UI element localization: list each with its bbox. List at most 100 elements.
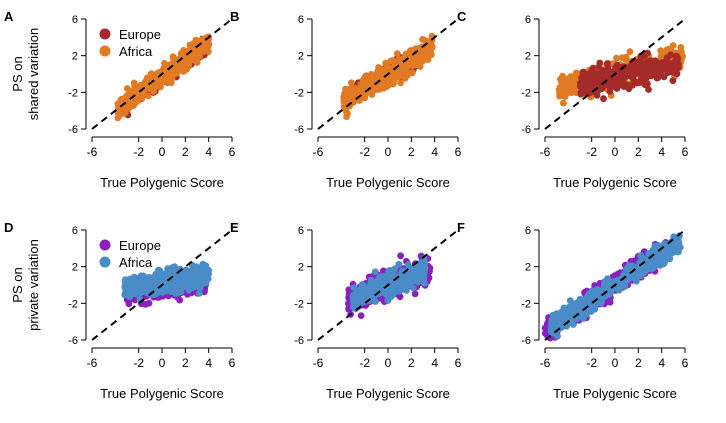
y-tick-label: -6 [294, 124, 304, 136]
data-point [633, 58, 641, 66]
x-tick-label: -2 [359, 145, 370, 159]
data-point [197, 270, 205, 277]
data-point [157, 83, 164, 91]
legend-marker [99, 256, 111, 268]
data-point [359, 84, 367, 91]
x-axis: -6 -2 0 2 4 6 [313, 136, 462, 159]
data-point [389, 269, 396, 276]
y-axis: -6-226 [294, 14, 313, 136]
data-point [138, 93, 146, 100]
data-point [357, 312, 365, 319]
y-tick-label: 6 [72, 14, 78, 26]
x-tick-label: 0 [159, 145, 166, 159]
data-point [131, 273, 138, 281]
data-point [564, 86, 571, 94]
data-point [396, 277, 404, 285]
x-tick-label: 2 [408, 356, 415, 370]
data-point [375, 70, 383, 77]
data-point [204, 268, 212, 276]
x-axis: -6 -2 0 2 4 6 [313, 347, 462, 370]
x-axis-label: True Polygenic Score [553, 175, 677, 190]
data-point [159, 77, 167, 84]
scatter-points [340, 32, 436, 121]
y-axis: -6-226 [521, 14, 540, 136]
data-point [196, 290, 203, 297]
y-tick-label: 2 [525, 51, 531, 63]
data-point [353, 296, 360, 303]
data-point [667, 51, 675, 59]
data-point [123, 85, 131, 92]
data-point [666, 61, 673, 68]
data-point [641, 52, 649, 60]
data-point [348, 79, 355, 87]
y-axis: -6-226 [68, 14, 87, 136]
y-tick-label: -6 [68, 124, 78, 136]
data-point [196, 284, 204, 292]
x-tick-label: 2 [635, 145, 642, 159]
data-point [201, 41, 209, 49]
data-point [395, 73, 403, 81]
data-point [150, 78, 158, 86]
data-point [395, 260, 403, 268]
y-tick-label: 2 [298, 51, 304, 63]
x-tick-label: 2 [182, 356, 189, 370]
data-point [579, 68, 587, 76]
data-point [673, 54, 681, 61]
y-tick-label: -6 [68, 335, 78, 347]
panel-label: F [457, 220, 465, 235]
data-point [393, 50, 401, 57]
data-point [185, 60, 193, 67]
data-point [637, 66, 645, 74]
data-point [557, 75, 564, 83]
data-point [558, 81, 566, 89]
legend-marker [99, 28, 111, 40]
identity-line [317, 18, 459, 130]
data-point [424, 48, 432, 55]
data-point [628, 81, 636, 89]
identity-line [544, 18, 686, 130]
data-point [644, 66, 652, 74]
legend-marker [99, 45, 111, 57]
panel-label: A [4, 9, 14, 24]
scatter-points [555, 42, 686, 107]
scatter-points [121, 260, 213, 308]
x-tick-label: 4 [431, 356, 438, 370]
data-point [146, 283, 154, 291]
data-point [622, 70, 629, 78]
y-tick-label: 6 [525, 14, 531, 26]
data-point [647, 57, 655, 65]
y-tick-label: 6 [72, 225, 78, 237]
data-point [591, 87, 599, 95]
x-axis-label: True Polygenic Score [326, 386, 450, 401]
y-tick-label: 2 [72, 51, 78, 63]
data-point [125, 300, 133, 308]
data-point [343, 88, 351, 96]
x-axis: -6 -2 0 2 4 6 [87, 136, 236, 159]
panel-label: C [457, 9, 467, 24]
series-africa [121, 260, 213, 303]
data-point [198, 262, 206, 270]
data-point [172, 68, 180, 75]
data-point [665, 45, 673, 53]
legend-marker [99, 239, 111, 251]
data-point [658, 51, 665, 59]
data-point [130, 79, 138, 87]
data-point [167, 71, 175, 79]
data-point [673, 70, 681, 78]
data-point [115, 110, 122, 117]
data-point [629, 71, 636, 79]
x-tick-label: -6 [313, 356, 324, 370]
x-tick-label: -6 [540, 145, 551, 159]
data-point [371, 268, 379, 276]
x-tick-label: 4 [205, 145, 212, 159]
x-tick-label: 6 [682, 145, 689, 159]
data-point [589, 64, 597, 72]
data-point [419, 36, 426, 43]
y-axis: -6-226 [68, 225, 87, 347]
data-point [644, 80, 651, 88]
x-tick-label: 6 [455, 356, 462, 370]
x-tick-label: 4 [431, 145, 438, 159]
